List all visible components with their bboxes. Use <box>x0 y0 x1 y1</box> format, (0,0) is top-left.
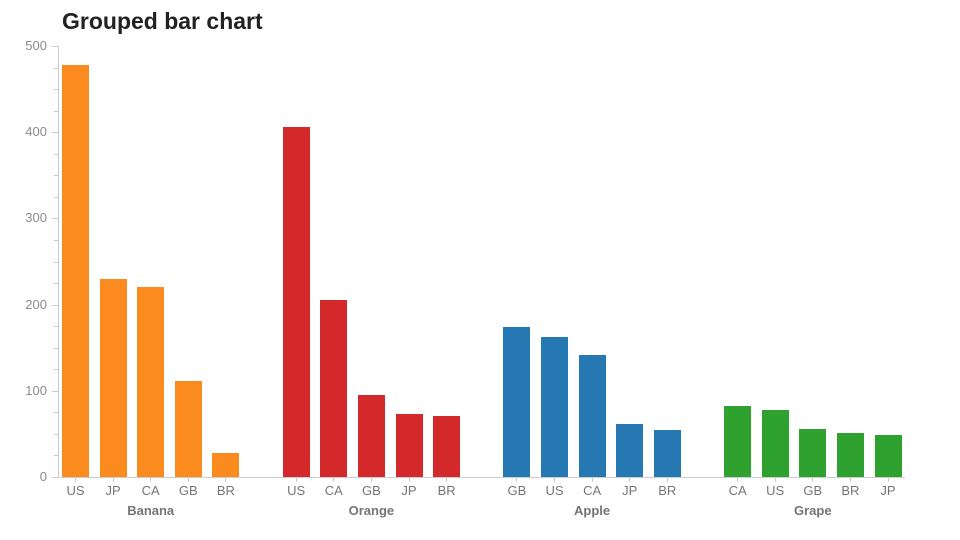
y-major-tick <box>52 391 58 392</box>
y-minor-tick <box>54 197 58 198</box>
y-minor-tick <box>54 154 58 155</box>
bar-label-jp: JP <box>880 483 896 498</box>
y-tick-label: 200 <box>25 297 47 312</box>
y-minor-tick <box>54 262 58 263</box>
bar-grape-us[interactable] <box>761 409 789 477</box>
bar-grape-br[interactable] <box>836 433 864 477</box>
y-minor-tick <box>54 369 58 370</box>
bar-apple-ca[interactable] <box>578 355 606 477</box>
bar-grape-ca[interactable] <box>724 406 752 477</box>
bar-label-gb: GB <box>507 483 527 498</box>
x-category-tick <box>516 478 518 482</box>
x-category-tick <box>333 478 335 482</box>
bar-apple-us[interactable] <box>541 337 568 477</box>
y-minor-tick <box>54 326 58 327</box>
bar-label-gb: GB <box>178 483 198 498</box>
x-category-tick <box>446 478 448 482</box>
group-label-apple: Apple <box>574 503 611 518</box>
bar-label-ca: CA <box>324 483 343 498</box>
bar-label-br: BR <box>658 483 677 498</box>
bar-label-br: BR <box>841 483 860 498</box>
y-tick-label: 0 <box>39 469 47 484</box>
y-axis-line <box>58 46 59 477</box>
y-tick-label: 500 <box>25 38 47 53</box>
y-minor-tick <box>54 89 58 90</box>
y-minor-tick <box>54 412 58 413</box>
x-category-tick <box>554 478 555 482</box>
bar-banana-br[interactable] <box>212 452 240 477</box>
x-category-tick <box>370 478 372 482</box>
chart-title: Grouped bar chart <box>62 8 263 34</box>
bar-label-jp: JP <box>401 483 417 498</box>
x-category-tick <box>187 478 189 482</box>
bar-orange-gb[interactable] <box>357 395 385 477</box>
bar-orange-br[interactable] <box>433 415 461 477</box>
bar-label-ca: CA <box>583 483 602 498</box>
x-category-tick <box>591 478 593 482</box>
bar-orange-ca[interactable] <box>320 300 348 477</box>
bar-label-gb: GB <box>361 483 381 498</box>
y-minor-tick <box>54 455 58 456</box>
bar-label-jp: JP <box>622 483 638 498</box>
y-minor-tick <box>54 111 58 112</box>
y-major-tick <box>52 132 58 133</box>
bar-label-us: US <box>545 483 564 498</box>
x-category-tick <box>112 478 114 482</box>
bar-label-ca: CA <box>141 483 160 498</box>
bar-label-ca: CA <box>728 483 747 498</box>
y-major-tick <box>52 218 58 219</box>
bar-grape-gb[interactable] <box>799 428 827 477</box>
y-minor-tick <box>54 283 58 284</box>
y-major-tick <box>52 477 58 478</box>
x-category-tick <box>225 478 227 482</box>
bar-banana-ca[interactable] <box>137 287 165 477</box>
bar-label-us: US <box>66 483 85 498</box>
bar-label-gb: GB <box>803 483 823 498</box>
x-category-tick <box>629 478 631 482</box>
bar-label-br: BR <box>437 483 456 498</box>
bar-label-jp: JP <box>105 483 121 498</box>
y-tick-label: 400 <box>25 124 47 139</box>
y-tick-label: 100 <box>25 383 47 398</box>
bar-label-us: US <box>287 483 306 498</box>
x-category-tick <box>295 478 297 482</box>
y-tick-label: 300 <box>25 210 47 225</box>
bar-label-br: BR <box>216 483 235 498</box>
y-minor-tick <box>54 240 58 241</box>
group-label-banana: Banana <box>127 503 175 518</box>
group-label-orange: Orange <box>348 503 395 518</box>
y-minor-tick <box>54 175 58 176</box>
bar-banana-us[interactable] <box>62 64 89 477</box>
bar-apple-gb[interactable] <box>503 327 531 477</box>
bar-grape-jp[interactable] <box>874 434 902 477</box>
x-category-tick <box>737 478 739 482</box>
group-label-grape: Grape <box>794 503 832 518</box>
x-category-tick <box>150 478 152 482</box>
bar-apple-br[interactable] <box>653 430 681 477</box>
y-minor-tick <box>54 434 58 435</box>
bar-banana-jp[interactable] <box>99 278 127 477</box>
x-category-tick <box>75 478 76 482</box>
x-category-tick <box>774 478 776 482</box>
y-minor-tick <box>54 68 58 69</box>
y-major-tick <box>52 46 58 47</box>
y-minor-tick <box>54 348 58 349</box>
bar-banana-gb[interactable] <box>174 381 202 477</box>
x-category-tick <box>849 478 851 482</box>
bar-orange-jp[interactable] <box>395 414 423 477</box>
x-category-tick <box>812 478 814 482</box>
x-category-tick <box>408 478 410 482</box>
x-axis-line <box>58 477 905 478</box>
x-category-tick <box>666 478 668 482</box>
bar-orange-us[interactable] <box>282 127 310 477</box>
x-category-tick <box>887 478 889 482</box>
bar-apple-jp[interactable] <box>616 423 644 477</box>
y-major-tick <box>52 305 58 306</box>
bar-label-us: US <box>766 483 785 498</box>
